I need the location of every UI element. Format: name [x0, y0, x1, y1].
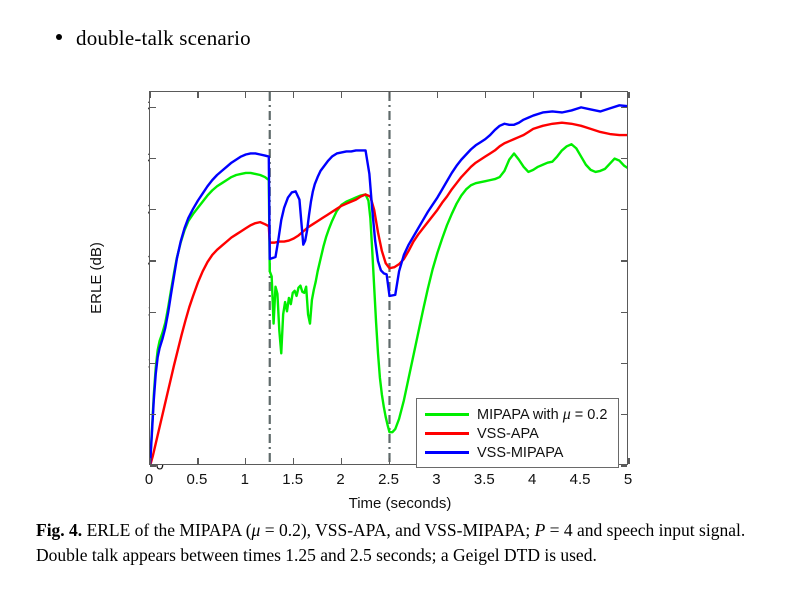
y-tick-right: [621, 106, 627, 109]
chart-canvas: [150, 92, 627, 464]
x-tick: [293, 458, 295, 464]
x-tick-label: 3: [432, 471, 441, 488]
caption-figure-number: Fig. 4.: [36, 520, 83, 540]
x-tick-label: 2: [336, 471, 345, 488]
x-tick-top: [436, 92, 439, 98]
legend-label-mipapa: MIPAPA with μ = 0.2: [477, 405, 608, 423]
x-tick-top: [293, 92, 295, 98]
bullet-dot-icon: [56, 34, 62, 40]
legend-item-vss-apa: VSS-APA: [425, 424, 610, 443]
series-line-0: [150, 143, 627, 464]
y-tick: [150, 311, 156, 313]
x-tick: [340, 458, 343, 464]
legend-item-mipapa: MIPAPA with μ = 0.2: [425, 405, 610, 424]
x-tick-top: [484, 92, 486, 98]
caption-part2: = 0.2), VSS-APA, and VSS-MIPAPA;: [260, 520, 535, 540]
x-axis-title: Time (seconds): [348, 495, 452, 512]
y-tick-right: [621, 362, 627, 365]
x-tick-label: 1.5: [282, 471, 304, 488]
plot-inner: [150, 92, 627, 464]
y-tick-right: [621, 260, 627, 262]
y-tick: [150, 260, 156, 262]
y-tick-right: [621, 209, 627, 211]
y-tick-right: [621, 311, 627, 313]
x-tick-label: 1: [240, 471, 249, 488]
x-tick: [388, 458, 391, 464]
x-tick-top: [340, 92, 343, 98]
caption-part1: ERLE of the MIPAPA (: [82, 520, 252, 540]
legend-item-vss-mipapa: VSS-MIPAPA: [425, 443, 610, 462]
caption-part3: = 4 and speech input signal. Double talk…: [36, 520, 746, 565]
x-tick-top: [197, 92, 199, 98]
y-tick: [150, 414, 156, 416]
x-tick-label: 0: [144, 471, 154, 488]
caption-mu-symbol: μ: [251, 520, 261, 540]
legend-swatch-vss-mipapa: [425, 450, 469, 455]
bullet-heading: double-talk scenario: [56, 26, 251, 51]
x-tick-label: 2.5: [378, 471, 399, 488]
series-line-2: [150, 104, 627, 464]
x-tick-top: [580, 92, 582, 98]
y-tick: [150, 209, 156, 211]
y-tick-right: [621, 465, 627, 467]
x-tick: [149, 458, 151, 464]
mu-symbol-legend: μ: [562, 405, 571, 423]
x-tick-top: [245, 92, 247, 98]
y-tick: [150, 465, 156, 467]
legend-label-vss-apa: VSS-APA: [477, 425, 539, 442]
x-tick-top: [149, 92, 151, 98]
x-tick: [197, 458, 199, 464]
x-tick-label: 5: [623, 471, 633, 488]
legend-label-vss-mipapa: VSS-MIPAPA: [477, 444, 564, 461]
y-axis-title: ERLE (dB): [88, 242, 105, 314]
chart-legend: MIPAPA with μ = 0.2 VSS-APA VSS-MIPAPA: [416, 398, 619, 468]
x-tick: [628, 458, 630, 464]
bullet-heading-text: double-talk scenario: [76, 26, 251, 50]
x-tick-top: [388, 92, 391, 98]
series-line-1: [150, 121, 627, 464]
y-tick-right: [621, 157, 627, 160]
x-tick-label: 4.5: [569, 471, 591, 488]
y-axis-title-wrap: ERLE (dB): [88, 75, 116, 449]
x-tick-label: 3.5: [473, 471, 495, 488]
figure-4: ERLE (dB) 05101520253035 00.511.522.533.…: [0, 75, 800, 512]
figure-caption: Fig. 4. ERLE of the MIPAPA (μ = 0.2), VS…: [36, 518, 768, 568]
legend-swatch-mipapa: [425, 412, 469, 417]
y-tick: [150, 106, 156, 109]
y-tick-label: 0: [155, 456, 164, 474]
y-tick-right: [621, 414, 627, 416]
legend-swatch-vss-apa: [425, 431, 469, 436]
x-tick: [245, 458, 247, 464]
y-tick: [150, 157, 156, 160]
x-tick-label: 0.5: [186, 471, 208, 488]
x-tick-top: [628, 92, 630, 98]
caption-p-symbol: P: [534, 520, 546, 540]
x-tick-top: [532, 92, 534, 98]
y-tick: [150, 362, 156, 365]
x-tick-label: 4: [528, 471, 537, 488]
plot-area: MIPAPA with μ = 0.2 VSS-APA VSS-MIPAPA: [149, 91, 630, 468]
